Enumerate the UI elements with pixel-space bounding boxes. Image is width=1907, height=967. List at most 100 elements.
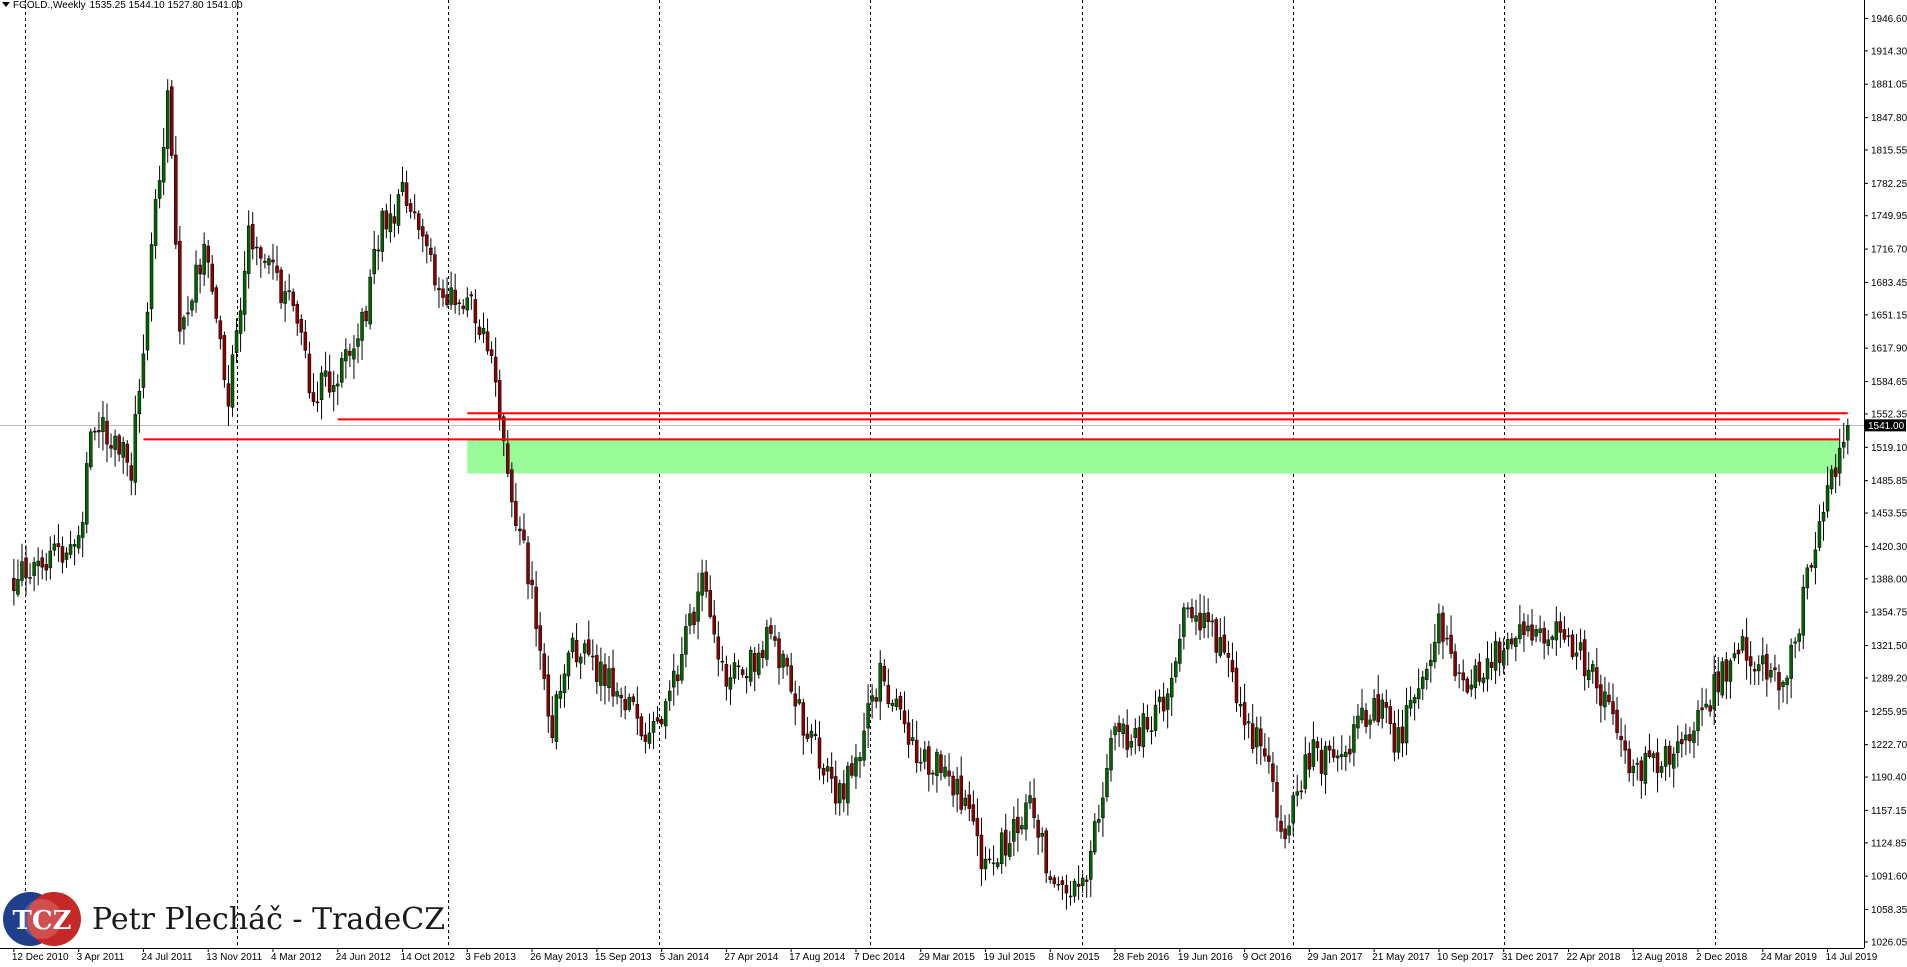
candle[interactable] xyxy=(1595,648,1599,704)
candle[interactable] xyxy=(696,572,700,640)
candle[interactable] xyxy=(60,536,65,574)
candle[interactable] xyxy=(1497,637,1502,677)
candle[interactable] xyxy=(368,269,372,330)
candle[interactable] xyxy=(1603,676,1607,721)
candle[interactable] xyxy=(1631,759,1635,787)
candle[interactable] xyxy=(1287,814,1291,844)
candle[interactable] xyxy=(461,299,466,315)
candle[interactable] xyxy=(663,698,668,739)
candle[interactable] xyxy=(858,752,862,778)
candle[interactable] xyxy=(838,779,842,816)
candle[interactable] xyxy=(1254,716,1259,765)
candle[interactable] xyxy=(340,352,344,388)
candle[interactable] xyxy=(336,374,340,405)
candle[interactable] xyxy=(987,848,992,864)
candle[interactable] xyxy=(1364,703,1368,734)
candle[interactable] xyxy=(1651,751,1656,773)
candle[interactable] xyxy=(113,429,117,467)
candle[interactable] xyxy=(643,722,648,754)
candle[interactable] xyxy=(477,319,482,340)
candle[interactable] xyxy=(570,632,575,659)
candle[interactable] xyxy=(263,253,267,269)
candle[interactable] xyxy=(1829,465,1834,495)
candle[interactable] xyxy=(493,337,498,397)
candle[interactable] xyxy=(672,653,676,706)
candle[interactable] xyxy=(522,513,526,544)
candle[interactable] xyxy=(348,343,352,367)
candle[interactable] xyxy=(1765,644,1769,697)
candle[interactable] xyxy=(647,713,652,749)
candle[interactable] xyxy=(1420,670,1425,701)
candle[interactable] xyxy=(1097,804,1101,833)
candle[interactable] xyxy=(1720,657,1725,699)
candle[interactable] xyxy=(165,79,170,163)
candle[interactable] xyxy=(927,740,931,792)
candle[interactable] xyxy=(1453,643,1457,682)
candle[interactable] xyxy=(1809,562,1814,572)
candle[interactable] xyxy=(773,624,777,647)
candle[interactable] xyxy=(1493,631,1498,684)
candle[interactable] xyxy=(728,664,733,705)
candle[interactable] xyxy=(1234,651,1239,712)
candle[interactable] xyxy=(1076,865,1081,901)
candle[interactable] xyxy=(465,287,470,318)
candle[interactable] xyxy=(574,623,579,668)
candle[interactable] xyxy=(967,781,972,822)
candle[interactable] xyxy=(518,516,522,546)
candle[interactable] xyxy=(149,232,154,322)
candle[interactable] xyxy=(676,665,680,696)
candle[interactable] xyxy=(712,600,717,644)
candle[interactable] xyxy=(1485,641,1490,692)
candle[interactable] xyxy=(825,758,830,783)
candle[interactable] xyxy=(878,650,882,721)
candle[interactable] xyxy=(259,245,263,278)
candle[interactable] xyxy=(866,684,870,749)
candle[interactable] xyxy=(1510,632,1514,650)
candle[interactable] xyxy=(1635,757,1640,781)
candle[interactable] xyxy=(558,674,563,709)
candle[interactable] xyxy=(137,378,142,433)
candle[interactable] xyxy=(1582,630,1587,691)
candle[interactable] xyxy=(914,720,919,773)
candle[interactable] xyxy=(846,761,850,816)
candle[interactable] xyxy=(1214,616,1219,664)
candle[interactable] xyxy=(255,236,259,266)
candle[interactable] xyxy=(603,653,607,705)
candle[interactable] xyxy=(1530,608,1534,646)
candle[interactable] xyxy=(1570,629,1575,660)
candle[interactable] xyxy=(32,557,36,592)
candle[interactable] xyxy=(1671,747,1676,788)
candle[interactable] xyxy=(1825,466,1830,518)
candle[interactable] xyxy=(1522,613,1526,652)
candle[interactable] xyxy=(441,279,445,307)
candle[interactable] xyxy=(1028,781,1032,810)
candle[interactable] xyxy=(1259,716,1263,765)
candle[interactable] xyxy=(1546,629,1550,656)
candle[interactable] xyxy=(238,297,243,352)
candle[interactable] xyxy=(1574,633,1579,670)
candle[interactable] xyxy=(801,698,806,755)
candle[interactable] xyxy=(125,440,129,477)
candle[interactable] xyxy=(1157,689,1162,714)
candle[interactable] xyxy=(1663,739,1668,781)
candle[interactable] xyxy=(48,536,53,580)
candle[interactable] xyxy=(24,545,28,596)
candle[interactable] xyxy=(400,166,405,196)
candle[interactable] xyxy=(1226,640,1231,678)
candle[interactable] xyxy=(1080,873,1085,893)
candle[interactable] xyxy=(777,631,781,685)
candle[interactable] xyxy=(1105,753,1109,802)
candle[interactable] xyxy=(1514,636,1518,662)
candle[interactable] xyxy=(182,315,186,345)
candle[interactable] xyxy=(1842,422,1846,459)
candle[interactable] xyxy=(1084,875,1089,898)
candle[interactable] xyxy=(1222,616,1227,655)
candle[interactable] xyxy=(1591,660,1595,684)
candle[interactable] xyxy=(1473,658,1478,700)
candle[interactable] xyxy=(769,617,773,640)
candle[interactable] xyxy=(1837,428,1842,487)
candle[interactable] xyxy=(1024,794,1028,841)
candle[interactable] xyxy=(429,238,433,262)
candle[interactable] xyxy=(1797,628,1801,652)
candle[interactable] xyxy=(1145,704,1150,733)
